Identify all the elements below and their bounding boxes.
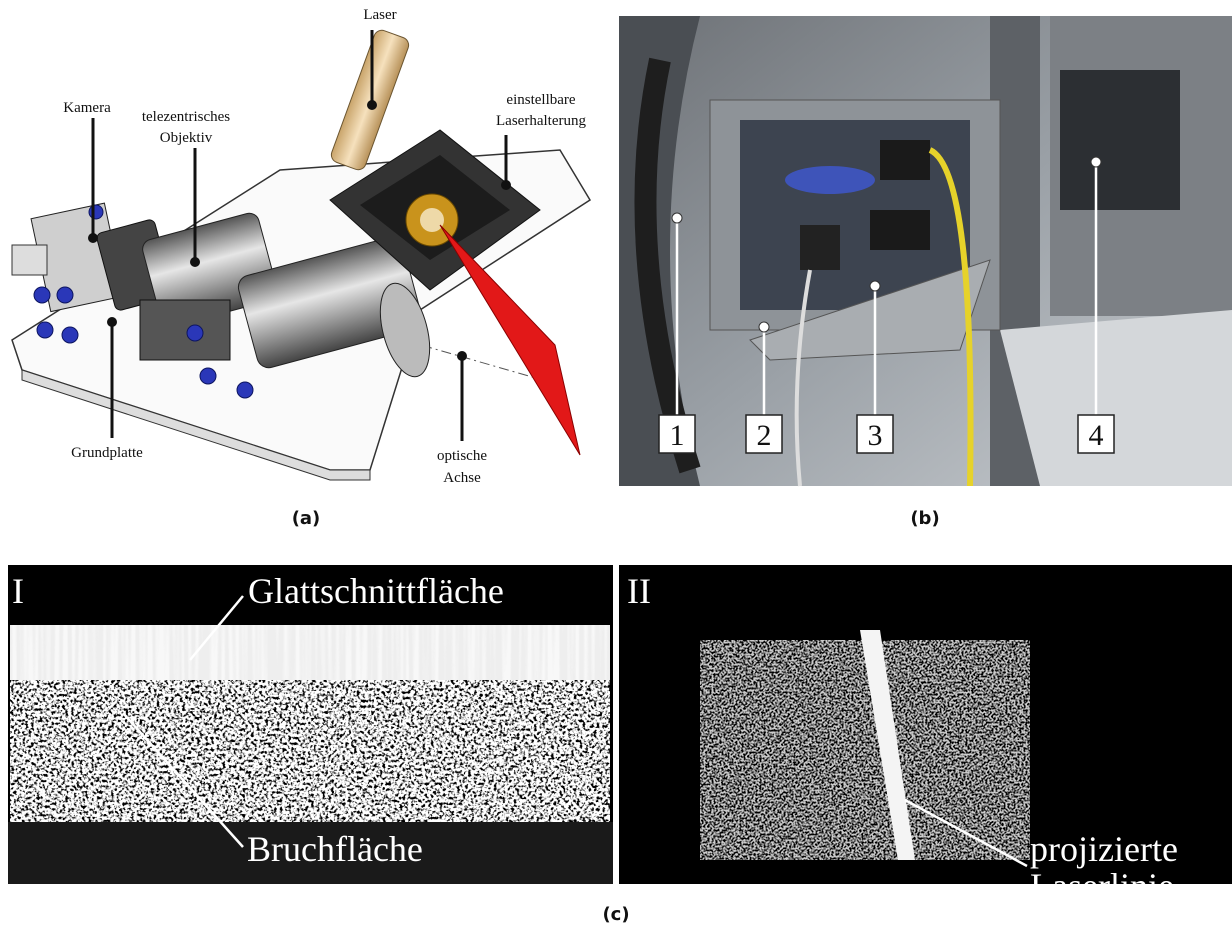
label-laser: Laser xyxy=(363,7,396,23)
marker: 2 xyxy=(757,419,772,452)
panel-a-drawing xyxy=(12,28,590,480)
label-holder: Laserhalterung xyxy=(496,113,586,129)
label-holder: einstellbare xyxy=(506,92,575,108)
marker: 4 xyxy=(1089,419,1104,452)
numeral: I xyxy=(12,571,24,611)
marker: 3 xyxy=(868,419,883,452)
caption: (a) xyxy=(292,508,321,529)
label-camera: Kamera xyxy=(63,100,111,116)
label-lens: Objektiv xyxy=(160,130,213,146)
label-laser-line: projizierte xyxy=(1030,829,1178,869)
caption: (c) xyxy=(602,904,629,925)
figure: Laser einstellbare Laserhalterung Kamera… xyxy=(0,0,1232,926)
caption: (b) xyxy=(910,508,939,529)
marker: 1 xyxy=(670,419,685,452)
label-bottom: Bruchfläche xyxy=(247,829,423,869)
numeral: II xyxy=(627,571,651,611)
label-lens: telezentrisches xyxy=(142,109,230,125)
label-laser-line: Laserlinie xyxy=(1030,866,1174,906)
label-axis: Achse xyxy=(443,470,481,486)
label-plate: Grundplatte xyxy=(71,445,143,461)
label-axis: optische xyxy=(437,448,487,464)
label-top: Glattschnittfläche xyxy=(248,571,504,611)
panel-b-photo xyxy=(619,16,1232,486)
